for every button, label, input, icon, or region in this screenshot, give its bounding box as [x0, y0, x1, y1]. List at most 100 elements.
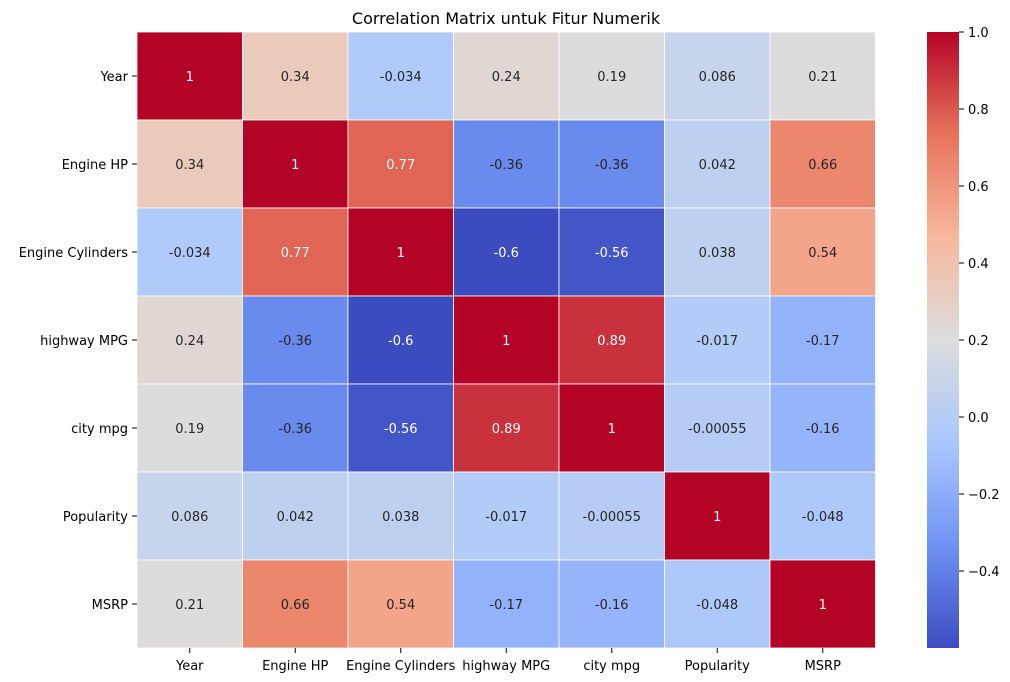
cell-value-label: 0.89: [597, 334, 626, 349]
colorbar-gradient: [927, 32, 959, 648]
y-tick-label: highway MPG: [40, 334, 128, 349]
colorbar: 1.0 0.8 0.6 0.4 0.2 0.0 −0.2 −0.4: [927, 26, 1000, 648]
heatmap-cell: [242, 295, 349, 385]
cell-value-label: 0.19: [175, 422, 204, 437]
cell-value-label: 0.34: [175, 158, 204, 173]
cell-value-label: -0.048: [802, 510, 844, 525]
x-tick-label: Engine Cylinders: [346, 659, 456, 674]
heatmap-cell: [242, 207, 349, 297]
cell-value-label: -0.00055: [583, 510, 641, 525]
colorbar-tick-label: 0.8: [968, 103, 989, 118]
heatmap-cell: [136, 119, 243, 209]
cell-value-label: 0.24: [175, 334, 204, 349]
cell-value-label: 1: [608, 422, 616, 437]
y-tick-label: Engine HP: [62, 158, 128, 173]
heatmap-cell: [242, 471, 349, 561]
cell-value-label: -0.36: [489, 158, 523, 173]
cell-value-label: 0.038: [382, 510, 419, 525]
cell-value-label: 0.77: [386, 158, 415, 173]
x-tick-label: city mpg: [583, 659, 640, 674]
cell-value-label: 1: [291, 158, 299, 173]
cell-value-label: 0.24: [492, 70, 521, 85]
heatmap-cell: [453, 471, 560, 561]
heatmap-cell: [769, 471, 876, 561]
heatmap-cell: [769, 383, 876, 473]
cell-value-label: 0.66: [808, 158, 837, 173]
heatmap-cell: [664, 559, 771, 649]
cell-value-label: -0.00055: [688, 422, 746, 437]
cell-value-label: -0.16: [595, 598, 629, 613]
cell-value-label: 0.042: [277, 510, 314, 525]
cell-value-label: -0.034: [380, 70, 422, 85]
y-tick-label: city mpg: [71, 422, 128, 437]
cell-value-label: 1: [397, 246, 405, 261]
heatmap-cell: [558, 559, 665, 649]
heatmap-cell: [347, 31, 454, 121]
heatmap-cell: [558, 207, 665, 297]
colorbar-tick-label: 0.2: [968, 334, 989, 349]
heatmap-cell: [769, 207, 876, 297]
cell-value-label: -0.048: [696, 598, 738, 613]
heatmap-cell: [136, 383, 243, 473]
cell-value-label: -0.017: [485, 510, 527, 525]
x-tick-label: Engine HP: [262, 659, 328, 674]
heatmap-cell: [453, 207, 560, 297]
cell-value-label: -0.17: [806, 334, 840, 349]
heatmap-cell: [347, 119, 454, 209]
cell-value-label: 1: [186, 70, 194, 85]
cell-value-label: -0.36: [278, 422, 312, 437]
heatmap-cell: [136, 471, 243, 561]
chart-title: Correlation Matrix untuk Fitur Numerik: [352, 9, 661, 28]
cell-value-label: 0.66: [281, 598, 310, 613]
heatmap-cell: [453, 295, 560, 385]
heatmap-cell: [136, 295, 243, 385]
colorbar-tick-label: 0.0: [968, 411, 989, 426]
x-axis-ticks: Year Engine HP Engine Cylinders highway MPG…: [175, 648, 841, 674]
heatmap-cell: [558, 471, 665, 561]
heatmap-cell: [769, 295, 876, 385]
cell-value-label: 0.54: [808, 246, 837, 261]
heatmap-cells: 1 0.34 -0.034 0.24 0.19 0.086 0.21 0.34 1 0.77 -0.…: [136, 31, 876, 649]
x-tick-label: Popularity: [685, 659, 750, 674]
cell-value-label: -0.56: [384, 422, 418, 437]
heatmap-cell: [347, 559, 454, 649]
heatmap-cell: [664, 31, 771, 121]
heatmap-cell: [558, 119, 665, 209]
x-tick-label: highway MPG: [462, 659, 550, 674]
heatmap-cell: [664, 295, 771, 385]
cell-value-label: -0.017: [696, 334, 738, 349]
cell-value-label: -0.034: [169, 246, 211, 261]
heatmap-cell: [347, 383, 454, 473]
cell-value-label: -0.6: [388, 334, 413, 349]
x-tick-label: MSRP: [805, 659, 842, 674]
colorbar-tick-label: 0.6: [968, 180, 989, 195]
cell-value-label: -0.6: [494, 246, 519, 261]
heatmap-cell: [347, 207, 454, 297]
cell-value-label: 1: [713, 510, 721, 525]
cell-value-label: 1: [502, 334, 510, 349]
cell-value-label: 0.89: [492, 422, 521, 437]
cell-value-label: -0.36: [595, 158, 629, 173]
heatmap-cell: [664, 207, 771, 297]
y-axis-ticks: Year Engine HP Engine Cylinders highway MPG…: [19, 70, 137, 613]
heatmap-cell: [453, 559, 560, 649]
cell-value-label: 0.21: [175, 598, 204, 613]
cell-value-label: 1: [819, 598, 827, 613]
cell-value-label: -0.16: [806, 422, 840, 437]
cell-value-label: 0.042: [699, 158, 736, 173]
cell-value-label: 0.086: [171, 510, 208, 525]
cell-value-label: 0.19: [597, 70, 626, 85]
cell-value-label: 0.086: [699, 70, 736, 85]
colorbar-tick-label: 0.4: [968, 257, 989, 272]
heatmap-cell: [136, 31, 243, 121]
y-tick-label: MSRP: [92, 598, 129, 613]
cell-value-label: -0.36: [278, 334, 312, 349]
y-tick-label: Engine Cylinders: [19, 246, 129, 261]
heatmap-cell: [769, 119, 876, 209]
heatmap-cell: [558, 31, 665, 121]
cell-value-label: 0.34: [281, 70, 310, 85]
heatmap-cell: [136, 207, 243, 297]
heatmap-cell: [453, 31, 560, 121]
heatmap-cell: [242, 31, 349, 121]
